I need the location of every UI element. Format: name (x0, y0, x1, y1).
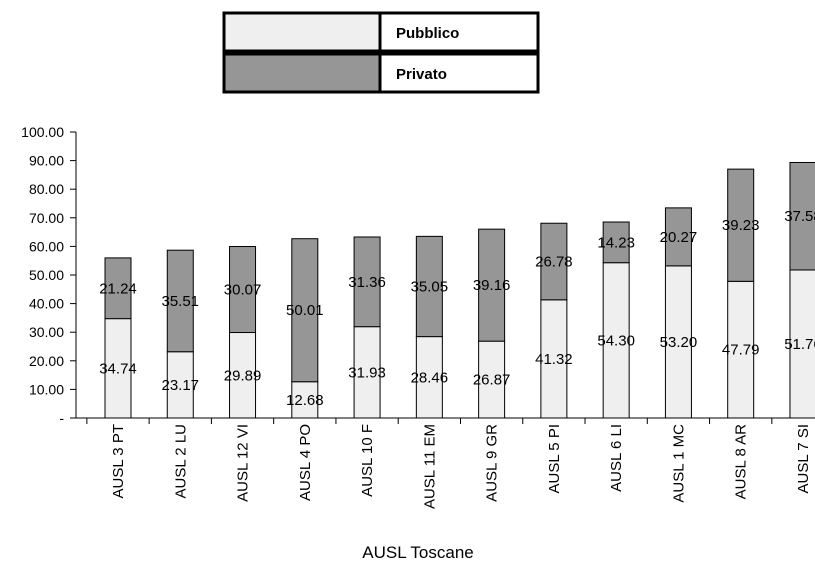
data-label-pubblico: 41.32 (535, 351, 573, 368)
bar-pubblico (478, 340, 506, 419)
data-labels: 34.74 21.24 23.17 35.51 29.89 30.07 12.68 50.01… (99, 208, 815, 409)
x-category-label: AUSL 2 LU (172, 424, 189, 498)
y-tick-label: 80.00 (29, 181, 64, 197)
data-label-pubblico: 54.30 (597, 332, 635, 349)
legend-swatch-privato (222, 52, 382, 94)
x-category-label: AUSL 11 EM (421, 424, 438, 509)
data-label-privato: 35.05 (411, 278, 449, 295)
bar-privato (291, 238, 319, 383)
bar-privato (166, 249, 194, 353)
bar-privato (415, 235, 443, 338)
y-tick-label: 100.00 (21, 124, 64, 140)
y-tick-label: 20.00 (29, 353, 64, 369)
data-label-pubblico: 31.93 (348, 364, 386, 381)
data-label-privato: 26.78 (535, 254, 573, 271)
bar-privato (664, 207, 692, 267)
data-label-privato: 30.07 (224, 282, 262, 299)
x-category-label: AUSL 5 PI (546, 424, 563, 493)
y-tick-label: 50.00 (29, 267, 64, 283)
bar-privato (789, 161, 815, 271)
bar-privato (727, 168, 755, 282)
legend: Pubblico Privato (222, 11, 540, 94)
data-label-privato: 39.23 (722, 217, 760, 234)
x-category-label: AUSL 8 AR (733, 424, 750, 499)
bar-privato (478, 228, 506, 342)
data-label-privato: 50.01 (286, 302, 324, 319)
bar-pubblico (415, 336, 443, 419)
data-label-pubblico: 29.89 (224, 367, 262, 384)
bars (104, 161, 815, 419)
data-label-pubblico: 53.20 (660, 334, 698, 351)
data-label-pubblico: 26.87 (473, 372, 511, 389)
data-label-privato: 14.23 (597, 234, 635, 251)
data-label-privato: 35.51 (161, 293, 199, 310)
x-category-label: AUSL 4 PO (297, 424, 314, 501)
bar-pubblico (789, 269, 815, 419)
legend-swatch-pubblico (222, 11, 382, 53)
axes: - 10.00 20.00 30.00 40.00 50.00 60.00 70.00 80.0… (21, 124, 815, 509)
bar-pubblico (540, 299, 568, 419)
y-tick-label: 40.00 (29, 296, 64, 312)
y-tick-label: 30.00 (29, 324, 64, 340)
data-label-privato: 21.24 (99, 280, 137, 297)
data-label-pubblico: 34.74 (99, 360, 137, 377)
y-tick-label: - (59, 410, 64, 426)
bar-pubblico (166, 351, 194, 419)
data-label-privato: 37.58 (784, 208, 815, 225)
data-label-privato: 39.16 (473, 277, 511, 294)
legend-label-pubblico: Pubblico (396, 25, 459, 42)
data-label-privato: 20.27 (660, 229, 698, 246)
bar-privato (104, 257, 132, 320)
x-category-label: AUSL 1 MC (670, 424, 687, 503)
bar-pubblico (727, 280, 755, 419)
bar-privato (229, 246, 257, 334)
data-label-pubblico: 23.17 (161, 377, 199, 394)
legend-label-privato: Privato (396, 66, 447, 83)
x-category-label: AUSL 12 VI (235, 424, 252, 502)
y-tick-label: 70.00 (29, 210, 64, 226)
legend-cell-privato (378, 52, 540, 94)
y-tick-label: 10.00 (29, 381, 64, 397)
data-label-pubblico: 47.79 (722, 342, 760, 359)
x-category-label: AUSL 9 GR (484, 424, 501, 502)
bar-privato (353, 236, 381, 328)
data-label-pubblico: 28.46 (411, 369, 449, 386)
legend-cell-pubblico (378, 11, 540, 53)
data-label-privato: 31.36 (348, 274, 386, 291)
data-label-pubblico: 12.68 (286, 392, 324, 409)
x-axis-title: AUSL Toscane (362, 543, 474, 562)
bar-privato (540, 222, 568, 301)
y-tick-label: 90.00 (29, 153, 64, 169)
x-category-label: AUSL 10 F (359, 424, 376, 497)
x-category-label: AUSL 7 SI (795, 424, 812, 493)
x-category-label: AUSL 3 PT (110, 424, 127, 498)
bar-pubblico (353, 326, 381, 419)
bar-pubblico (602, 262, 630, 419)
data-label-pubblico: 51.76 (784, 336, 815, 353)
y-tick-label: 60.00 (29, 238, 64, 254)
bar-privato (602, 221, 630, 264)
x-category-label: AUSL 6 LI (608, 424, 625, 492)
